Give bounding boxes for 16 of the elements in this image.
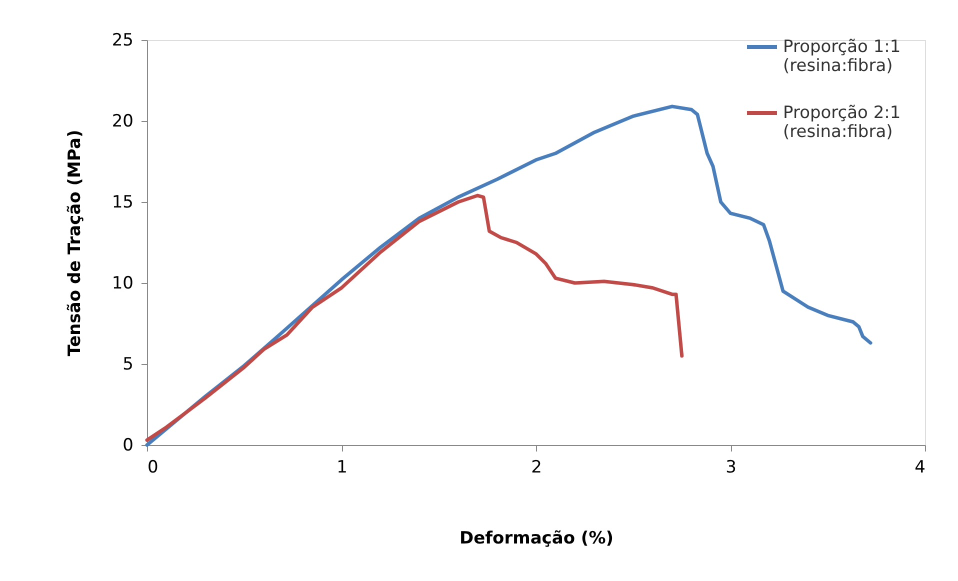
y-tick-label: 5 (122, 354, 134, 374)
x-tick-label: 0 (148, 458, 158, 478)
y-tick-label: 10 (112, 274, 134, 294)
legend-label: Proporção 1:1 (resina:fibra) (783, 37, 901, 76)
x-tick-label: 4 (914, 458, 926, 478)
x-tick-label: 3 (726, 458, 736, 478)
y-tick-label: 0 (122, 436, 134, 456)
y-axis-title: Tensão de Tração (MPa) (64, 130, 85, 356)
line-series (145, 194, 684, 442)
x-tick-label: 1 (336, 458, 348, 478)
y-tick-label: 25 (112, 30, 134, 50)
legend-label: Proporção 2:1 (resina:fibra) (783, 103, 901, 142)
x-axis-title: Deformação (%) (459, 528, 614, 548)
y-tick-label: 20 (112, 112, 134, 132)
y-tick-label: 15 (112, 192, 134, 212)
x-tick-label: 2 (531, 458, 542, 478)
